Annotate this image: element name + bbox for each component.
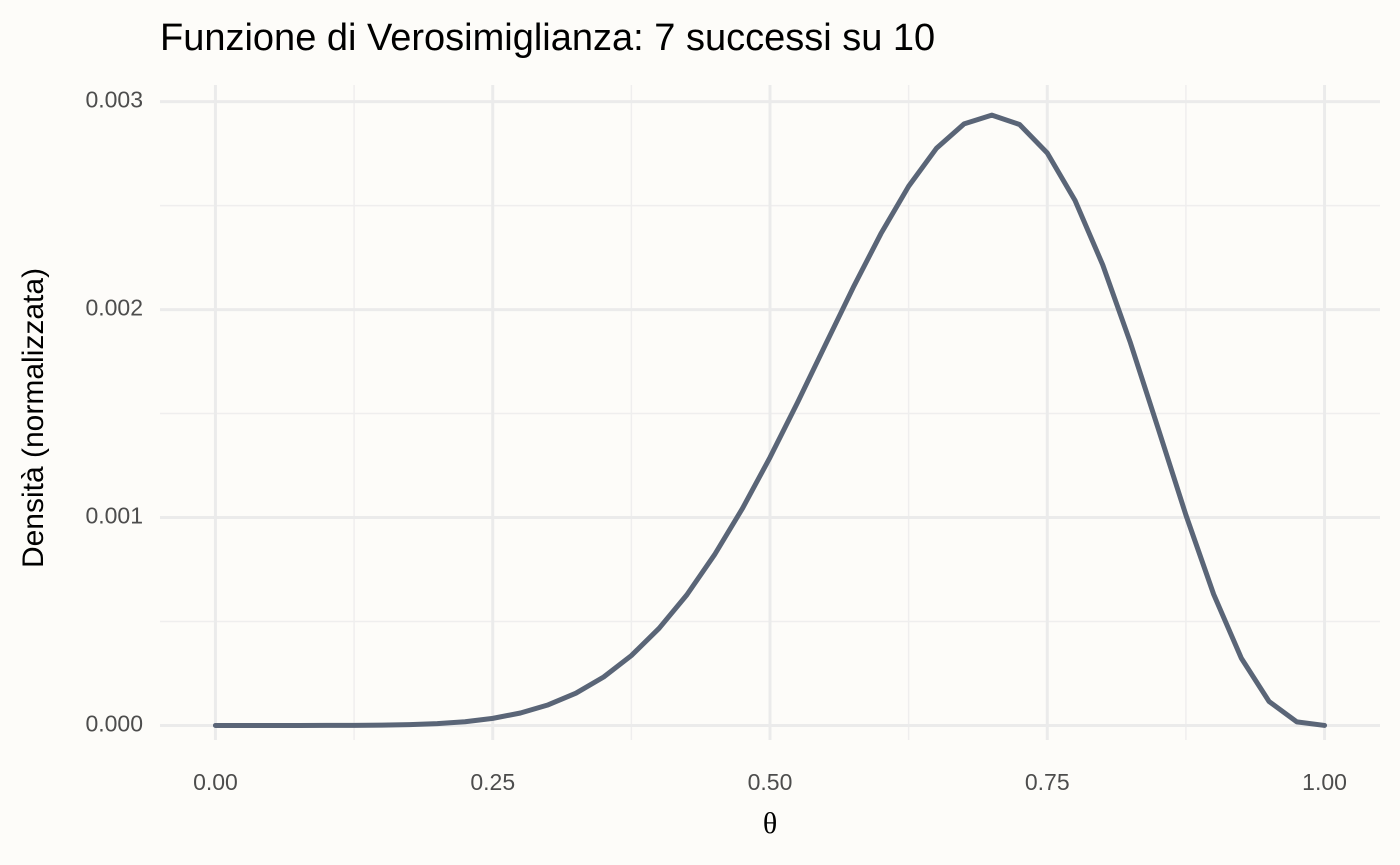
line [212, 112, 1328, 728]
y-tick-label: 0.003 [85, 87, 143, 113]
x-tick-label: 0.50 [748, 769, 793, 795]
chart-title: Funzione di Verosimiglianza: 7 successi … [160, 17, 935, 59]
x-tick-label: 0.75 [1025, 769, 1070, 795]
x-tick-label: 0.00 [193, 769, 238, 795]
y-tick-label: 0.001 [85, 503, 143, 529]
x-axis-label: θ [763, 807, 777, 840]
y-tick-label: 0.000 [85, 711, 143, 737]
x-tick-label: 1.00 [1302, 769, 1347, 795]
x-tick-label: 0.25 [470, 769, 515, 795]
y-axis-label: Densità (normalizzata) [17, 268, 50, 568]
y-tick-label: 0.002 [85, 295, 143, 321]
